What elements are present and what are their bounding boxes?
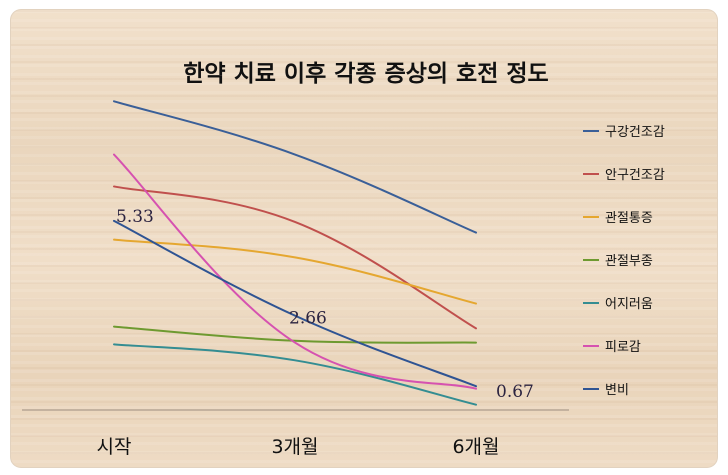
x-tick-label-2: 3개월 — [271, 436, 318, 458]
legend-label-5: 어지러움 — [605, 297, 653, 312]
series-1-line — [113, 100, 477, 234]
data-labels-layer: 5.33 2.66 0.67 — [116, 207, 534, 402]
chart-frame: 한약 치료 이후 각종 증상의 호전 정도 5.33 2.66 0.67 시작 3개월… — [11, 10, 717, 467]
x-tick-label-3: 6개월 — [452, 436, 499, 458]
series-6-line — [113, 153, 477, 390]
series-layer — [113, 100, 477, 406]
legend-label-7: 변비 — [605, 383, 629, 398]
legend-label-1: 구강건조감 — [605, 125, 665, 140]
series-4-line — [113, 325, 477, 344]
data-label-3: 0.67 — [496, 382, 534, 402]
legend-label-4: 관절부종 — [605, 254, 653, 269]
legend-label-2: 안구건조감 — [605, 168, 665, 183]
series-5-line — [113, 343, 477, 406]
legend-label-6: 피로감 — [605, 340, 641, 355]
series-7-line — [113, 219, 477, 388]
series-2-line — [113, 185, 477, 330]
x-tick-label-1: 시작 — [97, 436, 132, 458]
chart-title: 한약 치료 이후 각종 증상의 호전 정도 — [183, 61, 548, 87]
data-label-2: 2.66 — [289, 309, 327, 329]
data-label-1: 5.33 — [116, 207, 154, 227]
legend-label-3: 관절통증 — [605, 211, 653, 226]
line-chart: 한약 치료 이후 각종 증상의 호전 정도 5.33 2.66 0.67 시작 3개월… — [22, 61, 665, 458]
x-axis-tick-labels: 시작 3개월 6개월 — [97, 436, 500, 458]
series-3-line — [113, 238, 477, 305]
